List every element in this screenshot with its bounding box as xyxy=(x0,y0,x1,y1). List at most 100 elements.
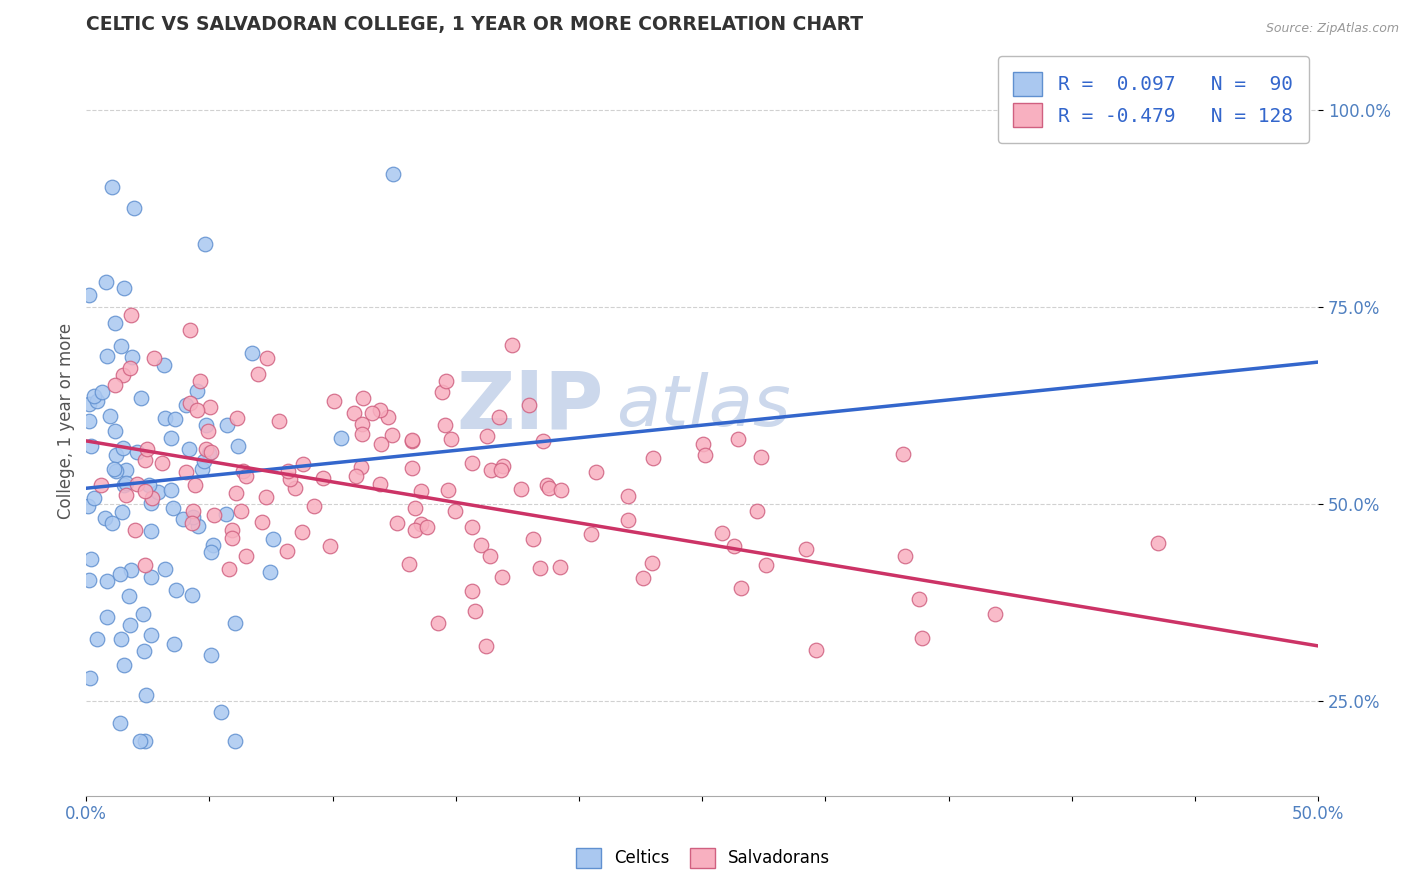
Point xyxy=(377,409,399,424)
Point xyxy=(155,562,177,576)
Point xyxy=(531,434,554,449)
Point xyxy=(94,510,117,524)
Point xyxy=(474,640,496,654)
Point xyxy=(470,538,492,552)
Point xyxy=(352,417,374,431)
Point xyxy=(115,488,138,502)
Point xyxy=(522,533,544,547)
Point xyxy=(710,525,733,540)
Point xyxy=(641,450,664,465)
Point xyxy=(794,542,817,557)
Point xyxy=(184,478,207,492)
Point xyxy=(139,570,162,584)
Point xyxy=(200,445,222,459)
Point xyxy=(209,705,232,719)
Point xyxy=(529,561,551,575)
Point xyxy=(292,457,315,471)
Point xyxy=(461,456,484,470)
Point xyxy=(105,464,128,478)
Point xyxy=(141,496,163,510)
Point xyxy=(218,562,240,576)
Point xyxy=(398,557,420,571)
Point xyxy=(368,403,391,417)
Point xyxy=(83,491,105,505)
Point xyxy=(723,539,745,553)
Point xyxy=(479,549,502,564)
Point xyxy=(139,628,162,642)
Point xyxy=(200,545,222,559)
Point xyxy=(118,590,141,604)
Point xyxy=(491,570,513,584)
Point xyxy=(259,566,281,580)
Text: ZIP: ZIP xyxy=(457,368,603,445)
Point xyxy=(111,505,134,519)
Point xyxy=(745,504,768,518)
Point xyxy=(179,323,201,337)
Point xyxy=(387,516,409,531)
Point xyxy=(80,552,103,566)
Point xyxy=(163,412,186,426)
Point xyxy=(235,549,257,563)
Point xyxy=(323,393,346,408)
Point xyxy=(188,374,211,388)
Point xyxy=(134,483,156,498)
Point xyxy=(235,468,257,483)
Y-axis label: College, 1 year or more: College, 1 year or more xyxy=(58,323,75,519)
Point xyxy=(409,516,432,531)
Point xyxy=(579,527,602,541)
Point xyxy=(444,504,467,518)
Point xyxy=(318,539,340,553)
Point xyxy=(427,616,450,631)
Point xyxy=(221,523,243,537)
Point xyxy=(517,398,540,412)
Point xyxy=(804,643,827,657)
Point xyxy=(536,478,558,492)
Point xyxy=(432,385,454,400)
Point xyxy=(94,275,117,289)
Point xyxy=(198,446,221,460)
Point xyxy=(77,573,100,587)
Point xyxy=(112,281,135,295)
Point xyxy=(475,428,498,442)
Point xyxy=(134,453,156,467)
Point xyxy=(215,417,238,432)
Point xyxy=(461,520,484,534)
Point xyxy=(79,671,101,685)
Point xyxy=(104,316,127,330)
Point xyxy=(150,456,173,470)
Point xyxy=(120,618,142,632)
Point xyxy=(134,733,156,747)
Point xyxy=(139,524,162,538)
Point xyxy=(221,532,243,546)
Point xyxy=(254,490,277,504)
Point xyxy=(77,288,100,302)
Point xyxy=(215,508,238,522)
Point xyxy=(381,427,404,442)
Point xyxy=(110,339,132,353)
Point xyxy=(538,481,561,495)
Point xyxy=(77,499,100,513)
Point xyxy=(247,367,270,381)
Point xyxy=(111,441,134,455)
Point xyxy=(256,351,278,366)
Point xyxy=(129,733,152,747)
Point xyxy=(409,483,432,498)
Point xyxy=(86,632,108,646)
Point xyxy=(98,409,121,424)
Legend: R =  0.097   N =  90, R = -0.479   N = 128: R = 0.097 N = 90, R = -0.479 N = 128 xyxy=(998,56,1309,143)
Point xyxy=(181,503,204,517)
Point xyxy=(461,584,484,599)
Point xyxy=(488,410,510,425)
Point xyxy=(181,516,204,530)
Point xyxy=(548,560,571,574)
Point xyxy=(197,425,219,439)
Point xyxy=(110,632,132,647)
Point xyxy=(267,414,290,428)
Point xyxy=(104,449,127,463)
Point xyxy=(401,433,423,447)
Point xyxy=(1147,536,1170,550)
Point xyxy=(501,338,523,352)
Point xyxy=(115,463,138,477)
Point xyxy=(730,581,752,595)
Point xyxy=(202,508,225,522)
